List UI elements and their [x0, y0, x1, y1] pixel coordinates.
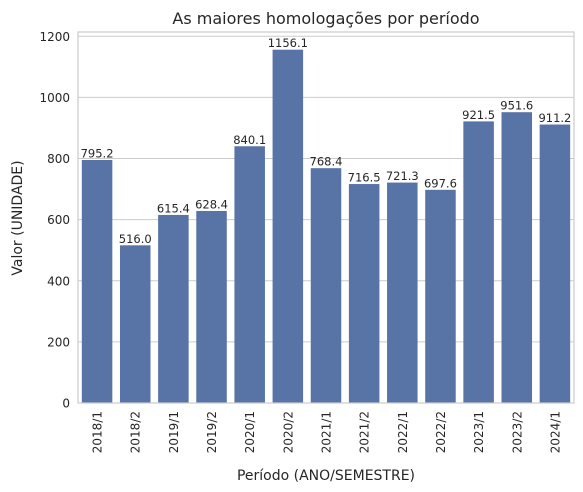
x-tick-label: 2022/2 [434, 411, 448, 453]
x-tick-label: 2018/1 [91, 411, 105, 453]
bar-value-label: 628.4 [195, 197, 228, 211]
x-tick-label: 2018/2 [129, 411, 143, 453]
x-tick-label: 2020/1 [243, 411, 257, 453]
x-tick-label: 2023/1 [472, 411, 486, 453]
y-tick-labels: 0 200 400 600 800 1000 1200 [39, 30, 70, 411]
bar-value-label: 516.0 [119, 232, 152, 246]
chart-title: As maiores homologações por período [172, 9, 479, 28]
x-axis-label: Período (ANO/SEMESTRE) [237, 468, 415, 484]
bar [310, 168, 342, 403]
bar [501, 112, 533, 403]
bar-value-label: 615.4 [157, 201, 190, 215]
y-tick-label: 0 [62, 397, 70, 411]
y-axis-label: Valor (UNIDADE) [10, 160, 26, 275]
x-tick-label: 2019/1 [167, 411, 181, 453]
x-tick-label: 2023/2 [510, 411, 524, 453]
bars [81, 49, 571, 404]
bar-value-label: 721.3 [386, 169, 419, 183]
bar-value-labels: 795.2 516.0 615.4 628.4 840.1 1156.1 768.4 716.… [81, 36, 572, 246]
bar-value-label: 716.5 [348, 171, 381, 185]
y-tick-label: 1000 [39, 91, 70, 105]
x-tick-label: 2020/2 [281, 411, 295, 453]
y-tick-label: 800 [47, 152, 70, 166]
bar [81, 159, 113, 403]
bar-value-label: 697.6 [424, 176, 457, 190]
bar [387, 182, 418, 403]
x-tick-label: 2021/2 [358, 411, 372, 453]
bar [272, 49, 304, 404]
x-tick-labels: 2018/1 2018/2 2019/1 2019/2 2020/1 2020/2 2021… [91, 411, 563, 453]
bar [348, 184, 380, 403]
bar-value-label: 951.6 [500, 99, 533, 113]
x-tick-label: 2019/2 [205, 411, 219, 453]
bar-value-label: 911.2 [538, 111, 571, 125]
y-tick-label: 400 [47, 274, 70, 288]
bar [119, 245, 151, 403]
y-tick-label: 200 [47, 335, 70, 349]
bar [234, 146, 265, 403]
bar [425, 189, 456, 403]
y-tick-label: 600 [47, 213, 70, 227]
bar [196, 210, 227, 403]
bar [158, 214, 189, 403]
bar-value-label: 768.4 [310, 155, 343, 169]
bar-value-label: 1156.1 [268, 36, 308, 50]
x-tick-label: 2021/1 [320, 411, 334, 453]
bar [463, 121, 494, 404]
plot-frame [77, 31, 575, 404]
bar [539, 124, 571, 404]
bar-value-label: 840.1 [233, 133, 266, 147]
x-tick-label: 2022/1 [396, 411, 410, 453]
bar-value-label: 795.2 [81, 146, 114, 160]
bar-value-label: 921.5 [462, 108, 495, 122]
x-tick-label: 2024/1 [548, 411, 562, 453]
y-tick-label: 1200 [39, 30, 70, 44]
